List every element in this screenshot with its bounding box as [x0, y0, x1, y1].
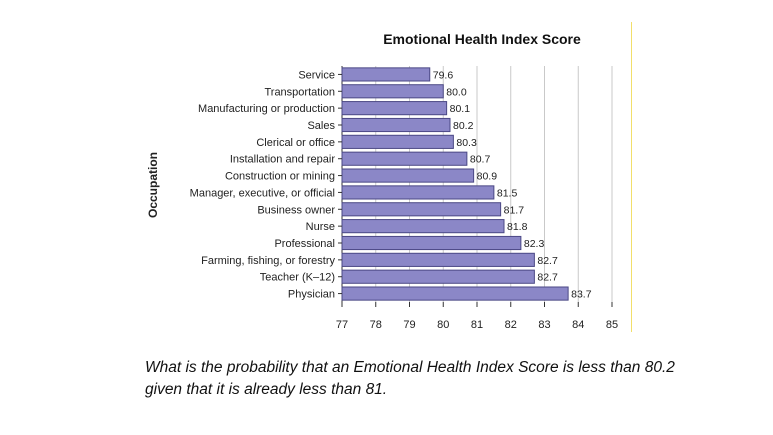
value-label: 79.6: [433, 69, 454, 81]
chart-title: Emotional Health Index Score: [383, 31, 581, 47]
category-label: Farming, fishing, or forestry: [201, 255, 335, 267]
value-label: 81.7: [504, 204, 525, 216]
category-label: Transportation: [264, 86, 335, 98]
x-tick-label: 79: [403, 319, 415, 331]
category-label: Construction or mining: [225, 171, 335, 183]
bar: [341, 134, 454, 149]
value-label: 82.3: [524, 238, 545, 250]
x-tick-label: 80: [437, 319, 449, 331]
x-tick-label: 78: [370, 319, 382, 331]
y-axis-label: Occupation: [146, 152, 160, 218]
bar: [341, 185, 495, 200]
divider-line: [631, 22, 632, 332]
category-label: Manager, executive, or official: [190, 187, 335, 199]
bar: [341, 101, 448, 116]
category-label: Clerical or office: [256, 137, 335, 149]
value-label: 81.8: [507, 221, 528, 233]
bar: [341, 117, 451, 133]
category-label: Manufacturing or production: [198, 103, 335, 115]
question-line-2: given that it is already less than 81.: [145, 381, 388, 398]
x-tick-label: 85: [606, 319, 618, 331]
bar: [341, 269, 535, 284]
bar: [341, 67, 431, 82]
x-tick-label: 82: [505, 319, 517, 331]
value-label: 80.1: [450, 103, 471, 115]
bar: [341, 252, 535, 267]
value-label: 80.9: [477, 171, 498, 183]
x-tick-label: 77: [336, 319, 348, 331]
bar: [341, 235, 522, 251]
value-label: 80.0: [446, 86, 467, 98]
bar: [341, 202, 502, 217]
category-label: Sales: [307, 120, 335, 132]
value-labels: 79.6 80.0 80.1 80.2 80.3 80.7 80.9 81.5 81.7 81.8…: [433, 69, 592, 300]
category-label: Professional: [274, 238, 335, 250]
bar: [341, 168, 475, 183]
value-label: 80.3: [456, 137, 477, 149]
x-tick-label: 83: [538, 319, 550, 331]
value-label: 80.7: [470, 154, 491, 166]
x-tick-label: 84: [572, 319, 584, 331]
category-label: Teacher (K–12): [260, 272, 335, 284]
category-label: Business owner: [257, 204, 335, 216]
x-tick-label: 81: [471, 319, 483, 331]
value-label: 82.7: [537, 272, 558, 284]
x-axis-ticks: 77 78 79 80 81 82 83 84 85: [336, 302, 618, 331]
bar: [341, 286, 569, 301]
category-labels: Service Transportation Manufacturing or pr…: [190, 69, 342, 301]
question-text: What is the probability that an Emotiona…: [145, 357, 765, 401]
value-label: 80.2: [453, 120, 474, 132]
bar: [341, 219, 505, 234]
value-label: 82.7: [537, 255, 558, 267]
category-label: Nurse: [306, 221, 335, 233]
bar: [341, 84, 444, 99]
value-label: 81.5: [497, 187, 518, 199]
category-label: Physician: [288, 289, 335, 301]
question-line-1: What is the probability that an Emotiona…: [145, 359, 675, 376]
bar-chart: Emotional Health Index Score Occupation …: [146, 31, 618, 331]
category-label: Service: [298, 69, 335, 81]
value-label: 83.7: [571, 289, 592, 301]
category-label: Installation and repair: [230, 154, 336, 166]
bar: [341, 151, 468, 166]
